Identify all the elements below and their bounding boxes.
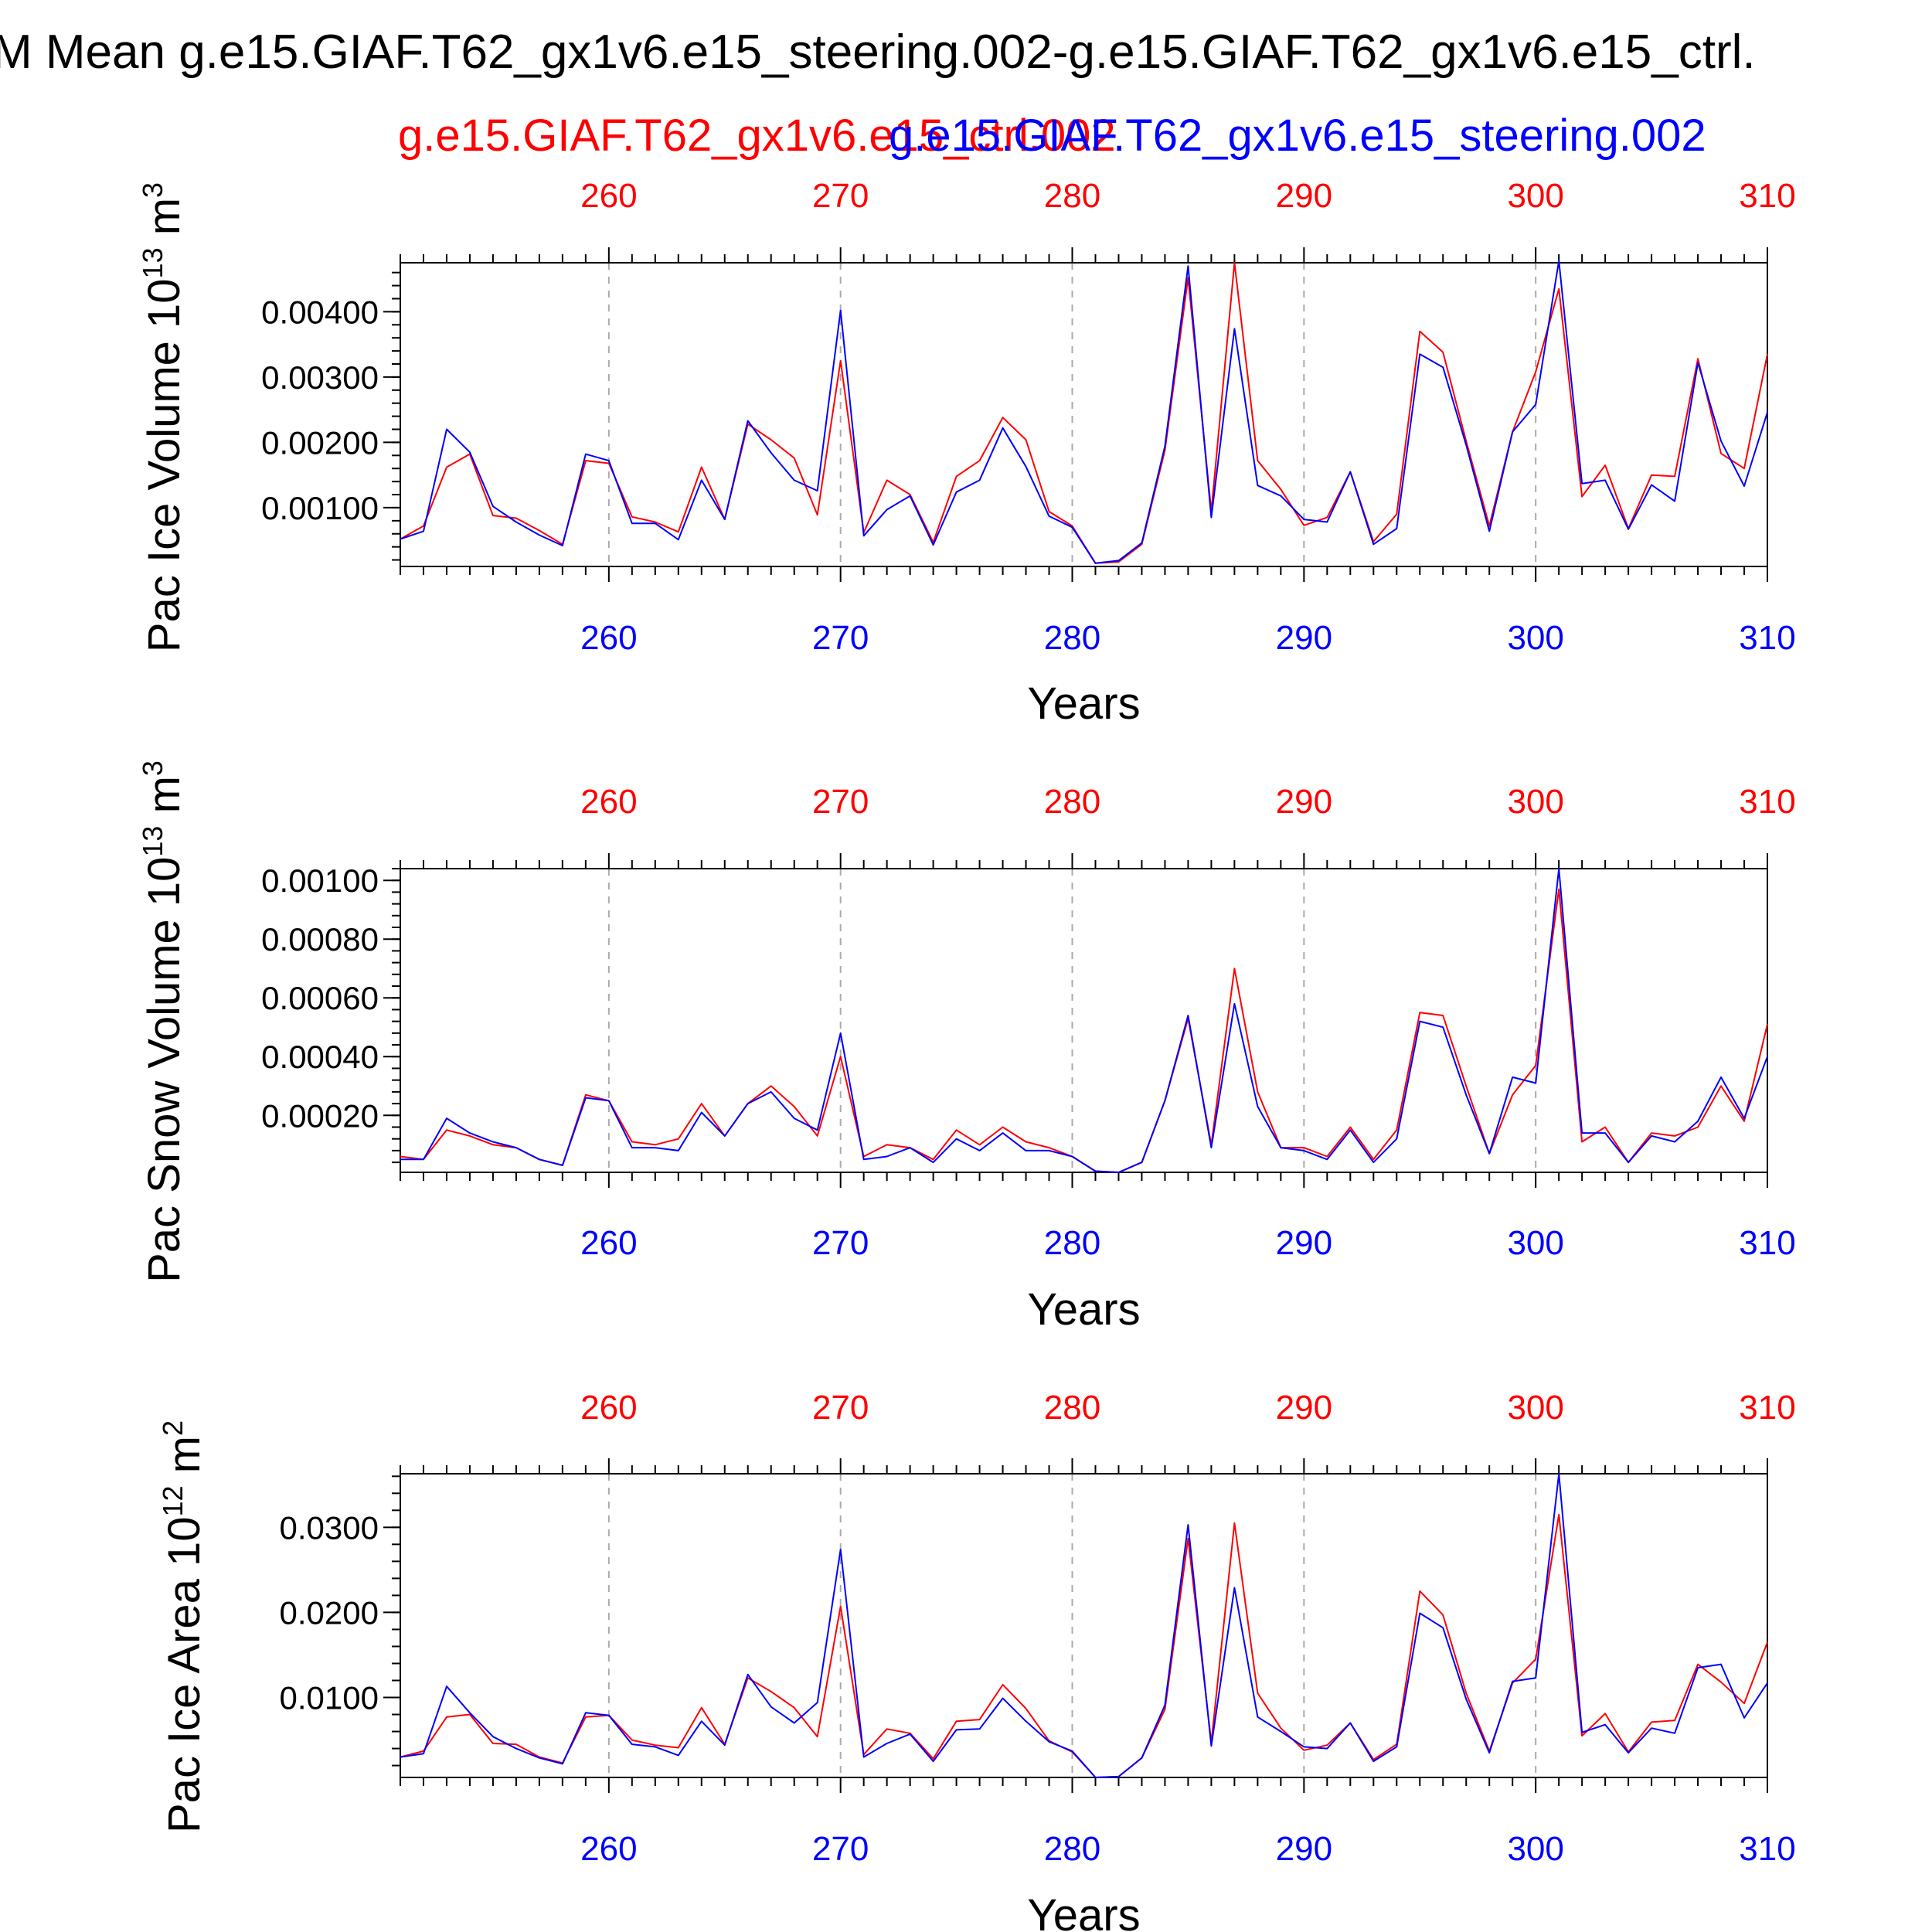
plot-frame [400, 262, 1768, 567]
series-line-ctrl [400, 262, 1768, 564]
y-tick-label: 0.0300 [280, 1509, 379, 1546]
x-tick-label-bottom: 290 [1276, 1830, 1332, 1868]
x-tick-label-bottom: 260 [580, 1224, 637, 1262]
panels: 0.00100 0.00200 0.00300 0.00400 260 260 270 270… [137, 177, 1796, 1932]
x-tick-label-bottom: 290 [1276, 619, 1332, 657]
y-tick-label: 0.00400 [261, 294, 379, 330]
chart-panel-1: 0.00100 0.00200 0.00300 0.00400 260 260 270 270… [137, 177, 1796, 729]
plot-frame [400, 1473, 1768, 1778]
y-tick-label: 0.00100 [261, 490, 379, 526]
figure-title: M Mean g.e15.GIAF.T62_gx1v6.e15_steering… [0, 26, 1756, 79]
y-tick-label: 0.00020 [261, 1097, 379, 1134]
x-tick-label-bottom: 300 [1507, 619, 1563, 657]
y-axis-label: Pac Ice Volume 1013 m3 [137, 182, 189, 652]
x-tick-label-bottom: 310 [1739, 1224, 1795, 1262]
x-tick-label-top: 310 [1739, 1389, 1795, 1427]
x-tick-label-top: 290 [1276, 783, 1332, 821]
x-tick-label-bottom: 300 [1507, 1224, 1563, 1262]
x-tick-label-top: 300 [1507, 1389, 1563, 1427]
series-line-ctrl [400, 888, 1768, 1173]
x-tick-label-top: 290 [1276, 1389, 1332, 1427]
x-tick-label-top: 260 [580, 177, 637, 215]
x-tick-label-bottom: 290 [1276, 1224, 1332, 1262]
y-axis-label: Pac Ice Area 1012 m2 [157, 1420, 209, 1833]
x-tick-label-top: 260 [580, 783, 637, 821]
chart-panel-3: 0.0100 0.0200 0.0300 260 260 270 270 280 280 290 2… [157, 1389, 1796, 1932]
x-tick-label-top: 310 [1739, 783, 1795, 821]
x-tick-label-top: 270 [812, 177, 869, 215]
x-tick-label-top: 280 [1044, 177, 1100, 215]
x-tick-label-top: 260 [580, 1389, 637, 1427]
x-tick-label-top: 270 [812, 1389, 869, 1427]
y-tick-label: 0.0200 [280, 1594, 379, 1631]
y-tick-label: 0.00100 [261, 862, 379, 899]
plot-frame [400, 868, 1768, 1173]
x-tick-label-bottom: 310 [1739, 1830, 1795, 1868]
x-tick-label-bottom: 280 [1044, 1224, 1100, 1262]
x-tick-label-bottom: 260 [580, 619, 637, 657]
x-tick-label-top: 270 [812, 783, 869, 821]
x-tick-label-bottom: 270 [812, 619, 869, 657]
legend-steering-label: g.e15.GIAF.T62_gx1v6.e15_steering.002 [889, 111, 1706, 161]
x-tick-label-bottom: 260 [580, 1830, 637, 1868]
y-tick-label: 0.00200 [261, 424, 379, 461]
y-tick-label: 0.00060 [261, 980, 379, 1016]
x-tick-label-top: 300 [1507, 783, 1563, 821]
y-axis-label: Pac Snow Volume 1013 m3 [137, 760, 189, 1283]
x-tick-label-top: 280 [1044, 783, 1100, 821]
x-tick-label-top: 310 [1739, 177, 1795, 215]
x-tick-label-bottom: 310 [1739, 619, 1795, 657]
x-tick-label-bottom: 280 [1044, 1830, 1100, 1868]
series-line-ctrl [400, 1513, 1768, 1778]
x-axis-label: Years [1027, 1284, 1140, 1335]
series-line-steering [400, 260, 1768, 564]
x-tick-label-top: 280 [1044, 1389, 1100, 1427]
legend-ctrl-label: g.e15.GIAF.T62_gx1v6.e15_ctrl.002 [398, 111, 1116, 161]
y-tick-label: 0.00040 [261, 1039, 379, 1075]
x-tick-label-top: 300 [1507, 177, 1563, 215]
y-tick-label: 0.00080 [261, 921, 379, 957]
x-tick-label-top: 290 [1276, 177, 1332, 215]
series-line-steering [400, 1473, 1768, 1778]
series-line-steering [400, 868, 1768, 1173]
x-tick-label-bottom: 270 [812, 1830, 869, 1868]
y-tick-label: 0.00300 [261, 359, 379, 396]
x-tick-label-bottom: 300 [1507, 1830, 1563, 1868]
x-axis-label: Years [1027, 1890, 1140, 1932]
x-axis-label: Years [1027, 679, 1140, 729]
x-tick-label-bottom: 270 [812, 1224, 869, 1262]
x-tick-label-bottom: 280 [1044, 619, 1100, 657]
y-tick-label: 0.0100 [280, 1680, 379, 1716]
chart-panel-2: 0.00020 0.00040 0.00060 0.00080 0.00100 260 26… [137, 760, 1796, 1335]
